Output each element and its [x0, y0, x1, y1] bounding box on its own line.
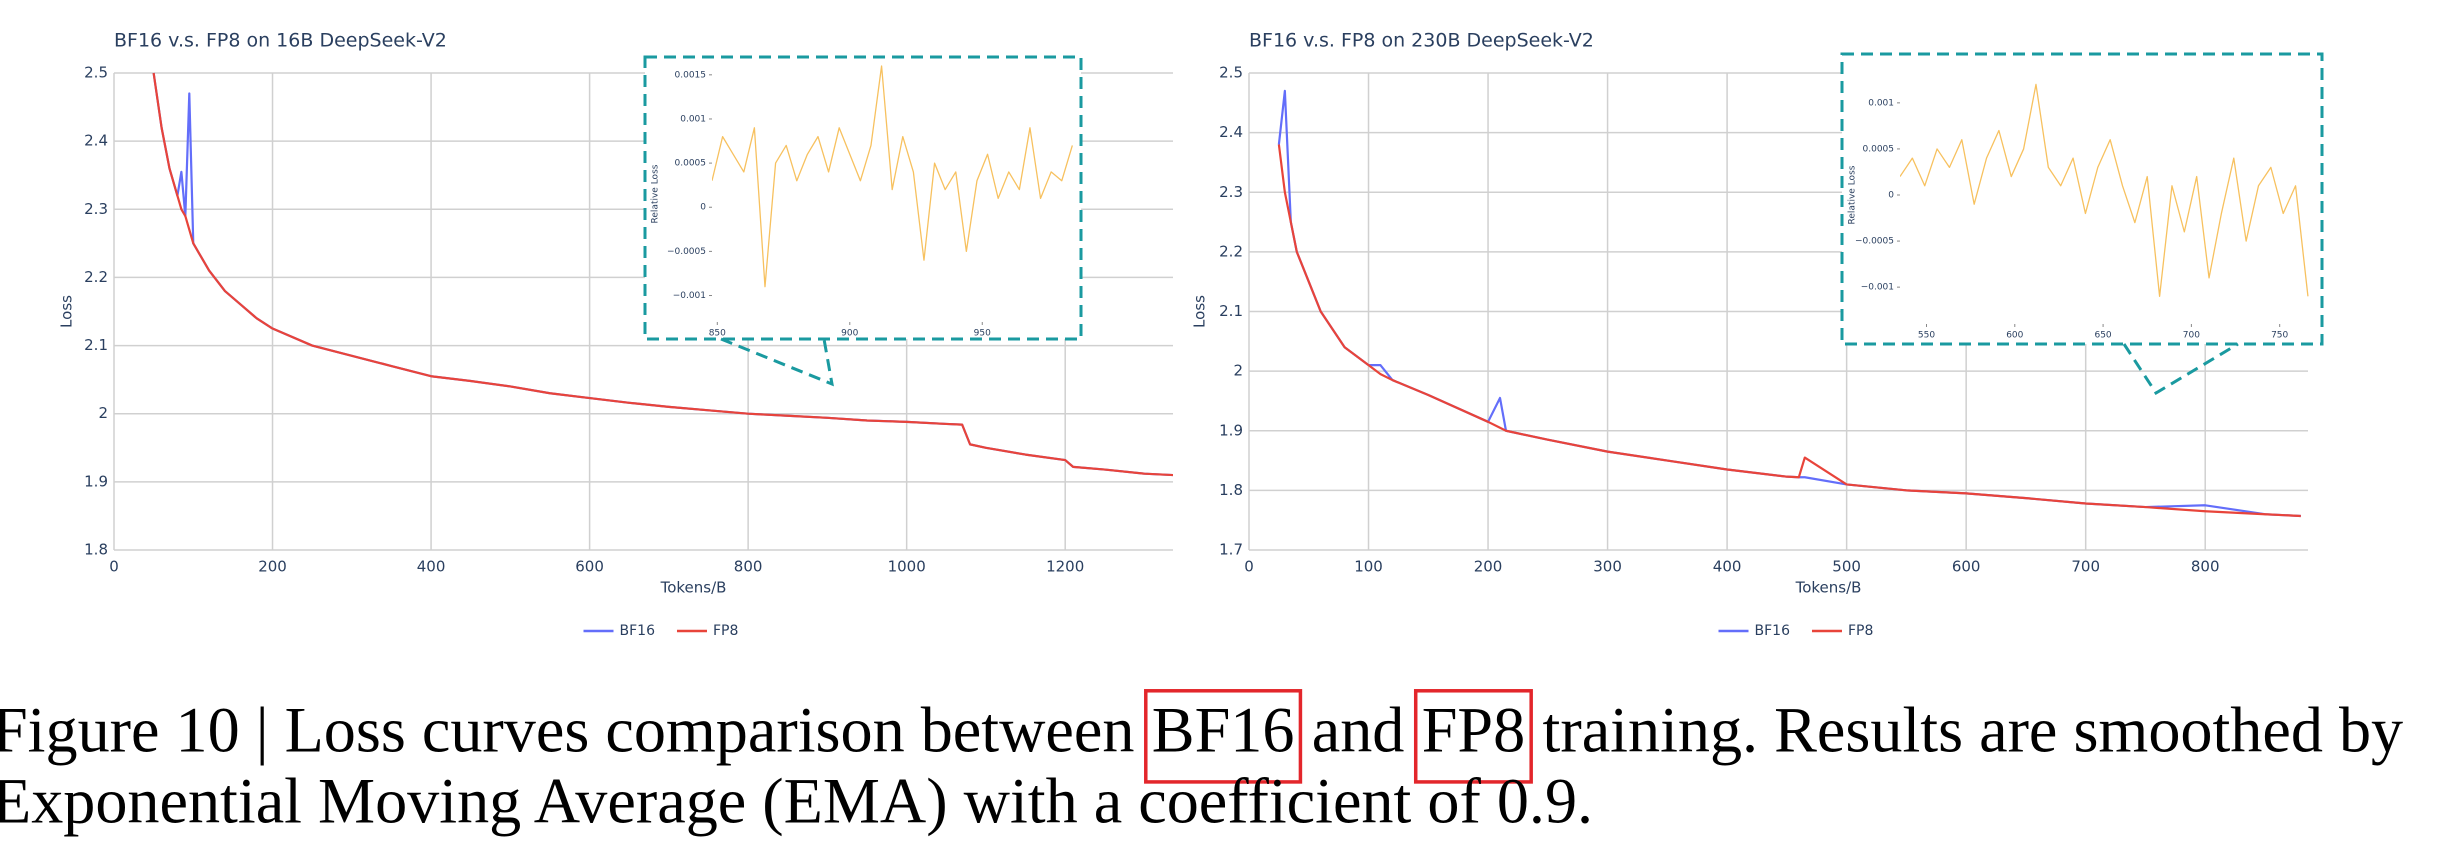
x-tick-label: 600	[2006, 331, 2023, 341]
x-tick-label: 950	[974, 329, 991, 339]
line-series	[1277, 144, 2301, 518]
x-tick-label: 900	[841, 329, 858, 339]
y-tick-label: −0.0005	[667, 247, 706, 257]
x-tick-label: 700	[2183, 331, 2200, 341]
legend-label: FP8	[1848, 623, 1873, 639]
y-tick-label: 2.1	[84, 336, 108, 354]
y-tick-label: −0.001	[1861, 283, 1894, 293]
x-tick-label: 650	[2094, 331, 2111, 341]
y-axis-label: Relative Loss	[1848, 165, 1858, 224]
y-tick-label: 2.2	[84, 268, 108, 286]
x-axis-label: Tokens/B	[660, 579, 727, 597]
caption-text: Exponential Moving Average (EMA) with a …	[0, 766, 1593, 837]
y-tick-label: 2.2	[1219, 242, 1243, 260]
legend-label: BF16	[620, 623, 656, 639]
x-tick-label: 800	[2191, 558, 2220, 576]
y-tick-label: 2.3	[84, 200, 108, 218]
y-axis-label: Loss	[58, 295, 76, 328]
y-tick-label: 2	[98, 404, 108, 422]
y-tick-label: −0.001	[673, 291, 706, 301]
x-tick-label: 200	[258, 558, 287, 576]
x-tick-label: 100	[1354, 558, 1383, 576]
inset-frame	[1840, 52, 2324, 346]
chart-title: BF16 v.s. FP8 on 230B DeepSeek-V2	[1249, 30, 1594, 52]
y-tick-label: 2	[1233, 362, 1243, 380]
inset-frame	[643, 55, 1083, 341]
x-tick-label: 750	[2271, 331, 2288, 341]
y-tick-label: 2.4	[1219, 123, 1243, 141]
y-tick-label: 0.0005	[675, 159, 707, 169]
chart-title: BF16 v.s. FP8 on 16B DeepSeek-V2	[114, 30, 447, 52]
x-axis-label: Tokens/B	[1795, 579, 1862, 597]
y-tick-label: 2.5	[84, 64, 108, 82]
caption-text: and	[1312, 695, 1405, 766]
x-tick-label: 200	[1474, 558, 1503, 576]
y-tick-label: 0.0015	[675, 70, 707, 80]
x-tick-label: 700	[2071, 558, 2100, 576]
y-axis-label: Relative Loss	[651, 164, 661, 223]
x-tick-label: 500	[1832, 558, 1861, 576]
x-tick-label: 400	[417, 558, 446, 576]
x-tick-label: 0	[1244, 558, 1254, 576]
y-tick-label: 2.3	[1219, 183, 1243, 201]
line-series	[712, 65, 1073, 288]
y-tick-label: 1.8	[1219, 481, 1243, 499]
caption-text: FP8	[1422, 695, 1525, 766]
y-tick-label: 1.8	[84, 541, 108, 559]
inset-callout	[2122, 342, 2239, 396]
x-tick-label: 0	[109, 558, 119, 576]
x-tick-label: 850	[709, 329, 726, 339]
y-tick-label: 0.001	[680, 114, 706, 124]
x-tick-label: 400	[1713, 558, 1742, 576]
x-tick-label: 800	[734, 558, 763, 576]
highlight-box	[1413, 689, 1533, 784]
y-tick-label: 2.5	[1219, 64, 1243, 82]
legend-label: FP8	[713, 623, 738, 639]
line-series	[1900, 83, 2309, 298]
x-tick-label: 550	[1918, 331, 1935, 341]
y-tick-label: −0.0005	[1855, 237, 1894, 247]
caption-text: training. Results are smoothed by	[1543, 695, 2404, 766]
y-tick-label: 0	[700, 203, 706, 213]
caption-text: BF16	[1152, 695, 1295, 766]
y-tick-label: 0.001	[1868, 98, 1894, 108]
x-tick-label: 600	[1952, 558, 1981, 576]
y-tick-label: 2.1	[1219, 302, 1243, 320]
y-tick-label: 1.9	[84, 472, 108, 490]
inset-callout	[720, 337, 834, 387]
x-tick-label: 300	[1593, 558, 1622, 576]
highlight-box	[1144, 689, 1303, 784]
legend-label: BF16	[1755, 623, 1791, 639]
x-tick-label: 1000	[888, 558, 926, 576]
caption-text: Figure 10 | Loss curves comparison betwe…	[0, 695, 1134, 766]
y-tick-label: 1.7	[1219, 541, 1243, 559]
x-tick-label: 1200	[1046, 558, 1084, 576]
y-tick-label: 1.9	[1219, 421, 1243, 439]
y-axis-label: Loss	[1191, 295, 1209, 328]
line-series	[152, 72, 1173, 477]
inset-background	[645, 57, 1081, 339]
y-tick-label: 0.0005	[1863, 144, 1895, 154]
y-tick-label: 2.4	[84, 132, 108, 150]
y-tick-label: 0	[1888, 191, 1894, 201]
x-tick-label: 600	[575, 558, 604, 576]
